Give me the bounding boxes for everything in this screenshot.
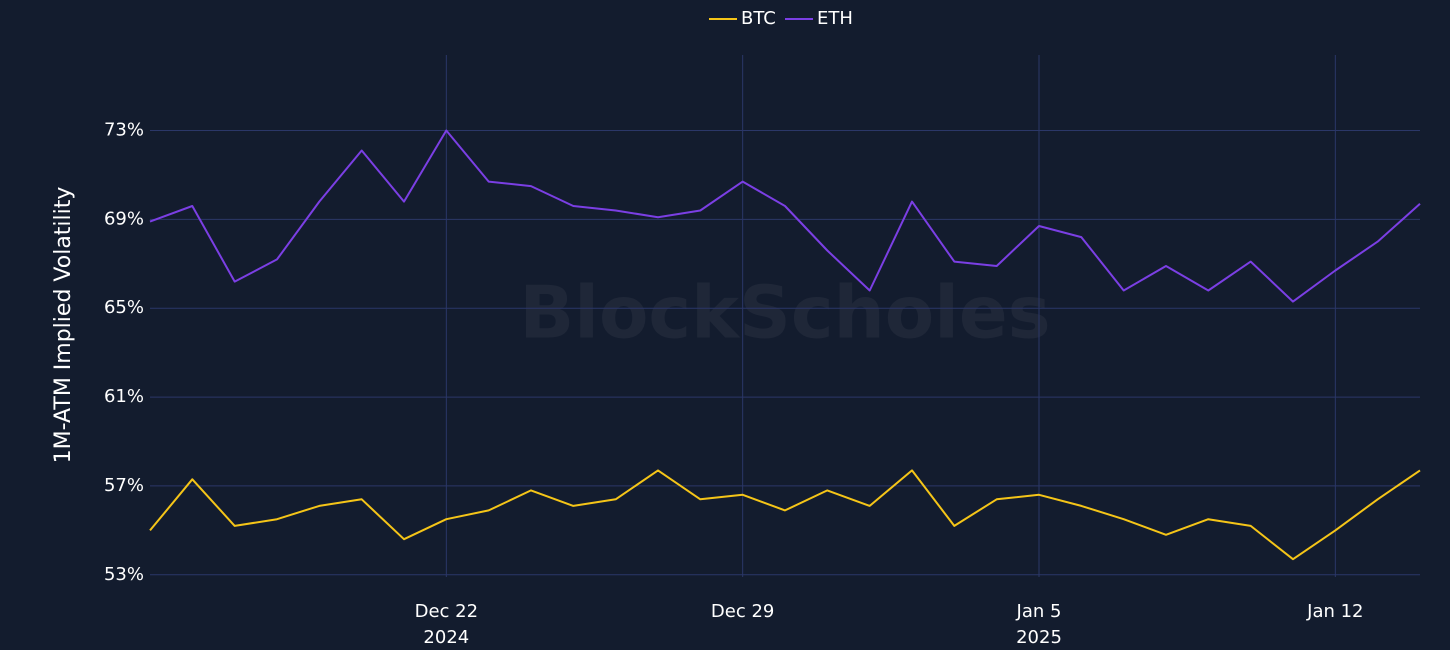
x-tick-label: Dec 29 xyxy=(711,601,774,622)
y-tick-label: 65% xyxy=(104,297,144,318)
y-tick-label: 61% xyxy=(104,386,144,407)
x-tick-label: Jan 5 xyxy=(1016,601,1062,622)
line-series xyxy=(149,129,1421,303)
watermark: BlockScholes xyxy=(519,271,1050,355)
line-series xyxy=(149,469,1421,561)
x-tick-sublabel: 2025 xyxy=(1016,627,1062,648)
y-tick-label: 73% xyxy=(104,120,144,141)
y-axis-label: 1M-ATM Implied Volatility xyxy=(51,187,76,464)
x-tick-label: Dec 22 xyxy=(415,601,478,622)
legend-label: BTC xyxy=(741,8,776,29)
y-tick-label: 53% xyxy=(104,564,144,585)
x-tick-sublabel: 2024 xyxy=(423,627,469,648)
y-tick-label: 57% xyxy=(104,475,144,496)
x-tick-label: Jan 12 xyxy=(1306,601,1363,622)
legend-label: ETH xyxy=(817,8,853,29)
y-tick-label: 69% xyxy=(104,208,144,229)
